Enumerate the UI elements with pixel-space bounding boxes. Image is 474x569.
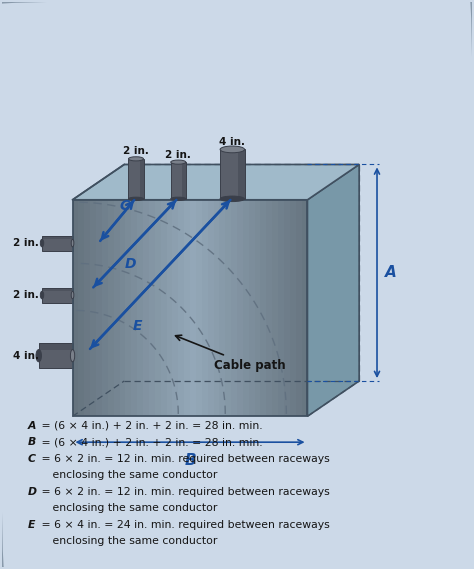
Text: enclosing the same conductor: enclosing the same conductor (28, 470, 217, 480)
Ellipse shape (220, 146, 245, 152)
Polygon shape (208, 200, 213, 417)
Text: = 6 × 4 in. = 24 in. min. required between raceways: = 6 × 4 in. = 24 in. min. required betwe… (38, 519, 330, 530)
Text: = 6 × 2 in. = 12 in. min. required between raceways: = 6 × 2 in. = 12 in. min. required betwe… (38, 486, 330, 497)
Polygon shape (102, 200, 108, 417)
Ellipse shape (71, 291, 74, 299)
Polygon shape (173, 200, 178, 417)
Polygon shape (90, 200, 96, 417)
Polygon shape (171, 162, 186, 199)
Polygon shape (42, 236, 73, 250)
Polygon shape (231, 200, 237, 417)
Polygon shape (225, 200, 231, 417)
Polygon shape (119, 200, 126, 417)
Polygon shape (39, 344, 73, 349)
Polygon shape (196, 200, 202, 417)
Polygon shape (190, 200, 196, 417)
Ellipse shape (40, 240, 44, 247)
Polygon shape (266, 200, 272, 417)
Polygon shape (166, 200, 173, 417)
Polygon shape (249, 200, 255, 417)
Polygon shape (272, 200, 278, 417)
Polygon shape (261, 200, 266, 417)
Text: A: A (28, 420, 36, 431)
Text: 2 in.: 2 in. (123, 146, 149, 156)
Text: 4 in.: 4 in. (219, 137, 246, 147)
Polygon shape (42, 287, 73, 291)
Text: = 6 × 2 in. = 12 in. min. required between raceways: = 6 × 2 in. = 12 in. min. required betwe… (38, 453, 330, 464)
Text: = (6 × 4 in.) + 2 in. + 2 in. = 28 in. min.: = (6 × 4 in.) + 2 in. + 2 in. = 28 in. m… (38, 437, 263, 447)
Polygon shape (243, 200, 249, 417)
Polygon shape (140, 159, 144, 199)
Polygon shape (220, 150, 245, 199)
Polygon shape (78, 200, 84, 417)
Polygon shape (284, 200, 290, 417)
Text: B: B (184, 452, 196, 468)
Polygon shape (39, 344, 73, 368)
Polygon shape (114, 200, 119, 417)
Text: C: C (119, 199, 130, 213)
Polygon shape (73, 164, 359, 200)
Polygon shape (96, 200, 102, 417)
Ellipse shape (171, 197, 186, 200)
Polygon shape (155, 200, 161, 417)
Ellipse shape (220, 196, 245, 201)
Polygon shape (84, 200, 90, 417)
Polygon shape (182, 162, 186, 199)
Polygon shape (237, 200, 243, 417)
Text: D: D (125, 257, 137, 271)
Text: A: A (385, 265, 397, 281)
Polygon shape (184, 200, 190, 417)
Polygon shape (143, 200, 149, 417)
Text: D: D (28, 486, 37, 497)
Polygon shape (42, 236, 73, 240)
Ellipse shape (71, 349, 75, 362)
Polygon shape (137, 200, 143, 417)
Text: 4 in.: 4 in. (13, 351, 39, 361)
Ellipse shape (40, 291, 44, 299)
Text: Cable path: Cable path (175, 335, 285, 372)
Text: C: C (28, 453, 36, 464)
Polygon shape (255, 200, 261, 417)
Text: enclosing the same conductor: enclosing the same conductor (28, 503, 217, 513)
Polygon shape (301, 200, 308, 417)
Polygon shape (128, 159, 144, 199)
Polygon shape (42, 287, 73, 303)
Polygon shape (290, 200, 296, 417)
Polygon shape (213, 200, 219, 417)
Text: = (6 × 4 in.) + 2 in. + 2 in. = 28 in. min.: = (6 × 4 in.) + 2 in. + 2 in. = 28 in. m… (38, 420, 263, 431)
Polygon shape (238, 150, 245, 199)
Polygon shape (278, 200, 284, 417)
Polygon shape (126, 200, 131, 417)
Text: E: E (28, 519, 35, 530)
Ellipse shape (36, 349, 42, 362)
Text: B: B (28, 437, 36, 447)
Text: E: E (133, 319, 142, 333)
Polygon shape (178, 200, 184, 417)
Ellipse shape (71, 240, 74, 247)
Text: enclosing the same conductor: enclosing the same conductor (28, 536, 217, 546)
Polygon shape (219, 200, 225, 417)
Text: 2 in.: 2 in. (13, 238, 39, 248)
Ellipse shape (128, 197, 144, 200)
Text: 2 in.: 2 in. (13, 290, 39, 300)
Polygon shape (296, 200, 301, 417)
Polygon shape (161, 200, 166, 417)
Polygon shape (131, 200, 137, 417)
Ellipse shape (128, 156, 144, 161)
Polygon shape (202, 200, 208, 417)
Polygon shape (149, 200, 155, 417)
Ellipse shape (171, 160, 186, 164)
Polygon shape (73, 200, 78, 417)
Polygon shape (108, 200, 114, 417)
Text: 2 in.: 2 in. (165, 150, 191, 160)
Polygon shape (308, 164, 359, 417)
